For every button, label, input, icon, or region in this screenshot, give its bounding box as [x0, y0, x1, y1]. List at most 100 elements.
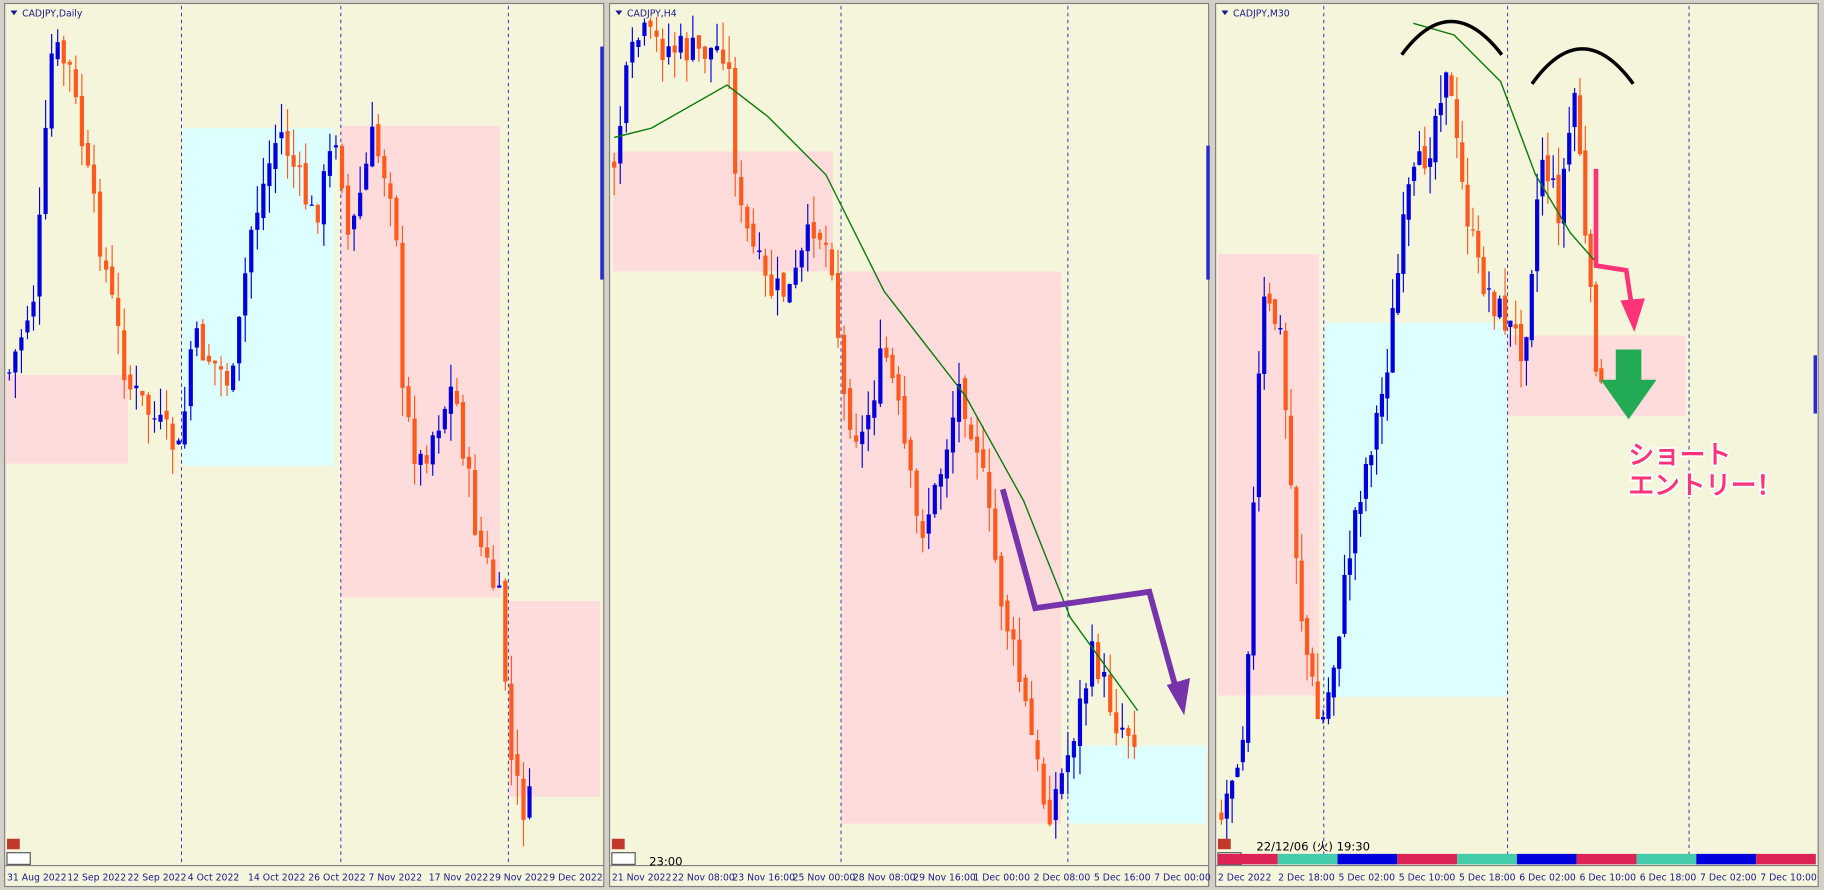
candle-body	[1524, 337, 1529, 361]
candle-body	[727, 62, 732, 70]
candle-body	[702, 46, 708, 59]
candle-body	[1108, 674, 1113, 713]
candle-body	[745, 206, 750, 229]
candle-body	[805, 224, 810, 252]
annotation: ショート	[1629, 441, 1731, 471]
zone	[182, 128, 334, 466]
candle-body	[854, 435, 859, 442]
candle-body	[829, 249, 835, 276]
candle-body	[1047, 799, 1052, 825]
candle-body	[1102, 671, 1107, 677]
candle-body	[1053, 789, 1058, 821]
candle-body	[79, 95, 84, 147]
candle-body	[612, 161, 617, 168]
candle-body	[720, 49, 726, 64]
candle-body	[273, 143, 278, 169]
candle-body	[243, 273, 248, 316]
candle-body	[757, 250, 762, 253]
candle-body	[1005, 600, 1010, 632]
candle-body	[1011, 629, 1016, 640]
candle-body	[321, 171, 326, 225]
candle-body	[1486, 288, 1492, 290]
tool-icon	[6, 852, 31, 865]
candle-body	[255, 212, 260, 230]
pattern-arc	[1530, 47, 1635, 85]
candle-body	[146, 394, 151, 415]
x-axis-label: 7 Dec 02:00	[1700, 873, 1757, 884]
session-bar	[1277, 853, 1338, 865]
candle-body	[920, 521, 925, 538]
candle-body	[479, 530, 484, 548]
candle-body	[1379, 393, 1385, 417]
candle-body	[224, 371, 230, 386]
candle-body	[61, 40, 66, 64]
annotation: エントリー！	[1629, 471, 1783, 501]
candle-body	[1481, 257, 1486, 295]
trend-arrow	[999, 488, 1181, 694]
chart-title: CADJPY,H4	[627, 8, 677, 19]
candle-body	[454, 390, 460, 404]
candle-body	[678, 35, 683, 53]
x-axis-label: 9 Dec 2022	[549, 873, 602, 884]
candle-body	[914, 470, 919, 516]
x-axis-label: 25 Nov 00:00	[793, 873, 856, 884]
candle-body	[1588, 233, 1593, 287]
close-button	[611, 838, 625, 850]
candle-body	[1369, 455, 1374, 466]
candle-body	[509, 683, 514, 760]
candle-body	[122, 330, 127, 381]
x-axis-label: 22 Sep 2022	[127, 873, 186, 884]
candle-body	[261, 183, 266, 219]
candle-body	[956, 383, 962, 422]
candle-body	[1278, 327, 1283, 330]
candle-body	[31, 301, 36, 317]
candle-body	[164, 410, 169, 420]
zone	[5, 375, 128, 464]
candle-body	[1310, 653, 1315, 677]
candle-body	[1577, 95, 1583, 155]
candle-body	[73, 69, 78, 98]
chart-title: CADJPY,M30	[1233, 8, 1290, 19]
candle-body	[835, 273, 841, 338]
x-axis-label: 7 Dec 00:00	[1154, 873, 1211, 884]
scroll-marker	[1206, 145, 1210, 280]
x-axis-label: 28 Nov 08:00	[853, 873, 916, 884]
candle-body	[1545, 155, 1550, 182]
chart-panel: CADJPY,M30 2 Dec 2022 2 Dec 18:00 5 Dec 02:…	[1215, 2, 1819, 888]
zone	[841, 271, 1061, 824]
candle-body	[672, 45, 677, 53]
candle-body	[841, 334, 847, 395]
candle-body	[1089, 641, 1095, 687]
candle-body	[1126, 728, 1131, 736]
candle-body	[170, 423, 175, 450]
candle-body	[19, 337, 24, 351]
candle-body	[624, 65, 629, 124]
candle-body	[1572, 92, 1577, 128]
candle-body	[231, 365, 236, 391]
candle-body	[1561, 168, 1566, 224]
arrow-head	[1166, 677, 1191, 716]
candle-body	[1315, 681, 1320, 719]
x-axis-label: 23 Nov 16:00	[732, 873, 795, 884]
candle-body	[527, 786, 532, 818]
candle-body	[176, 440, 181, 445]
candle-body	[358, 192, 363, 217]
candle-body	[212, 360, 218, 364]
menu-triangle	[615, 10, 623, 16]
x-axis-label: 6 Dec 02:00	[1519, 873, 1576, 884]
candle-body	[1035, 740, 1040, 760]
candle-body	[1465, 184, 1470, 227]
x-axis-label: 31 Aug 2022	[7, 873, 67, 884]
scroll-marker	[1813, 355, 1818, 414]
candle-body	[1224, 793, 1229, 819]
candle-body	[1358, 502, 1363, 514]
session-bar	[1576, 853, 1637, 865]
x-axis-label: 22 Nov 08:00	[672, 873, 735, 884]
session-bar	[1696, 853, 1757, 865]
candle-body	[1096, 642, 1101, 679]
candle-body	[1331, 667, 1336, 698]
timestamp: 22/12/06 (火) 19:30	[1256, 839, 1370, 853]
candle-body	[793, 267, 798, 285]
candle-body	[1433, 115, 1438, 163]
